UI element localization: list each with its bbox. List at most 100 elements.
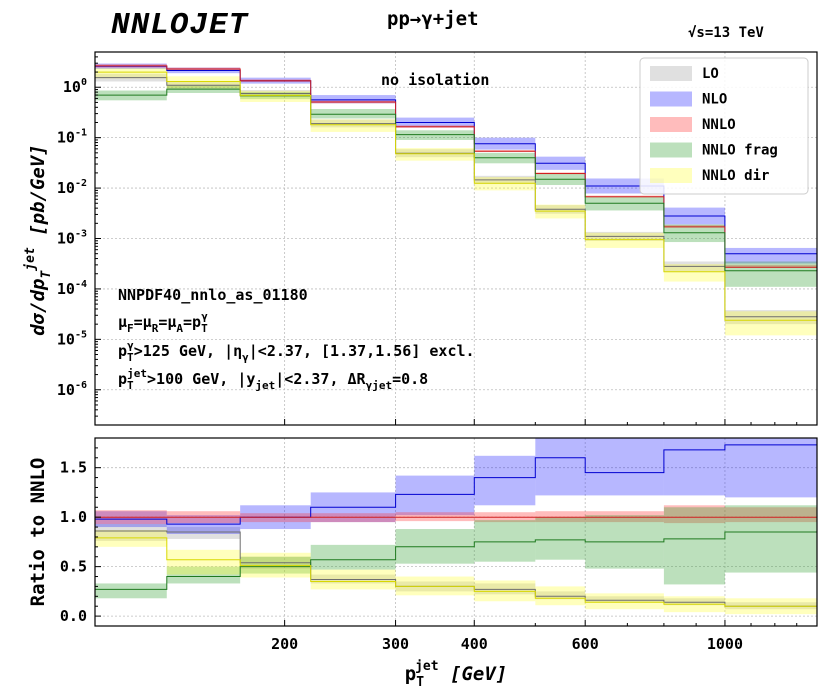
bottom-band-nnlo [663,505,725,524]
top-y-tick-label: 100 [63,77,87,96]
bottom-band-lo [663,598,725,606]
bottom-band-nnlo-frag [310,544,396,570]
bottom-band-nnlo [585,511,664,523]
bottom-band-lo [166,527,241,539]
top-y-tick-label: 10-4 [57,279,87,298]
bottom-band-lo [95,524,167,541]
legend-swatch-nnlo-frag [650,142,692,158]
bottom-band-lo [535,591,586,600]
bottom-y-axis-label: Ratio to NNLO [27,458,49,607]
top-y-tick-label: 10-6 [57,380,87,399]
top-band-nlo [310,95,396,104]
top-band-nnlo-dir [395,148,475,161]
legend-label-nnlo-dir: NNLO dir [702,168,769,184]
legend-label-nlo: NLO [702,92,727,108]
top-band-nlo [724,247,817,264]
x-tick-label: 200 [271,635,298,653]
legend-box [639,57,809,195]
bottom-panel-lines [95,444,817,607]
top-band-nnlo-dir [166,76,241,89]
bottom-band-nnlo-frag [535,517,586,560]
annotation-no-isolation: no isolation [381,71,489,89]
top-line-nnlo-dir [95,71,817,321]
bottom-band-lo [474,583,536,595]
bottom-band-nlo [395,475,475,516]
bottom-band-nnlo-frag [95,583,167,599]
top-panel: 100 10-1 10-2 10-3 10-4 10-5 10-6 no isolation… [57,51,818,426]
figure-header: NNLOJET pp→γ+jet √s=13 TeV [111,8,764,43]
axis-labels: dσ/dpTjet [pb/GeV] Ratio to NNLO pTjet [Ge… [23,144,507,690]
bottom-y-tick-label: 1.0 [60,508,87,526]
bottom-band-nnlo-dir [585,593,664,610]
top-band-nnlo [663,225,725,228]
bottom-panel-frame [94,437,818,627]
legend-label-nnlo: NNLO [702,117,736,133]
bottom-band-nnlo-dir [474,580,536,602]
bottom-line-nlo [95,444,817,525]
top-y-tick-label: 10-1 [57,128,87,147]
x-tick-label: 300 [382,635,409,653]
legend-label-nnlo-frag: NNLO frag [702,143,778,159]
top-band-nnlo-dir [310,119,396,132]
x-axis-ticks: 200 300 400 600 1000 [94,419,818,653]
bottom-line-nnlo-dir [95,537,817,607]
annotation-block: NNPDF40_nnlo_as_01180 μF=μR=μA=pTγ pTγ>125… [118,286,475,392]
bottom-panel-bands [95,438,817,615]
top-band-nnlo-dir [474,177,536,191]
legend-label-lo: LO [702,66,719,82]
bottom-band-nnlo-frag [166,566,241,584]
bottom-band-nlo [663,438,725,496]
bottom-band-nnlo-frag [474,520,536,562]
bottom-panel: 0.0 0.5 1.0 1.5 200 300 400 600 1000 [60,419,818,653]
top-band-nnlo [724,264,817,268]
legend-swatch-nlo [650,91,692,107]
legend-swatch-lo [650,66,692,81]
bottom-band-nlo [535,438,586,496]
brand-title: NNLOJET [111,8,250,43]
bottom-y-tick-label: 0.0 [60,607,87,625]
annotation-line-1: NNPDF40_nnlo_as_01180 [118,286,308,304]
top-band-nnlo-dir [724,311,817,336]
bottom-band-nnlo-dir [95,530,167,547]
top-band-nnlo-dir [663,264,725,282]
bottom-band-nnlo [535,511,586,523]
x-tick-label: 600 [572,635,599,653]
bottom-band-nlo [724,438,817,498]
top-band-nnlo-frag [395,130,475,140]
top-band-nnlo-dir [95,68,167,79]
x-axis-label: pTjet [GeV] [405,659,507,690]
legend-swatch-nnlo-dir [650,168,692,183]
bottom-band-nnlo-frag [663,507,725,585]
bottom-band-nlo [474,455,536,506]
top-panel-lines [95,65,817,321]
top-y-tick-label: 10-5 [57,329,87,348]
x-tick-label: 1000 [707,635,743,653]
bottom-line-nnlo-frag [95,531,817,590]
bottom-y-tick-label: 1.5 [60,459,87,477]
top-y-tick-label: 10-2 [57,178,87,197]
top-panel-y-ticks: 100 10-1 10-2 10-3 10-4 10-5 10-6 [57,51,101,426]
bottom-band-nnlo [724,507,817,523]
top-band-nnlo-dir [240,90,311,102]
top-panel-grid [95,52,817,425]
annotation-line-3: pTγ>125 GeV, |ηγ|<2.37, [1.37,1.56] excl… [118,339,475,364]
bottom-y-tick-label: 0.5 [60,558,87,576]
bottom-band-nlo [585,438,664,496]
bottom-band-nnlo-frag [724,505,817,573]
top-y-tick-label: 10-3 [57,229,87,248]
bottom-panel-y-ticks: 0.0 0.5 1.0 1.5 [60,447,101,625]
legend: LO NLO NNLO NNLO frag NNLO dir [639,57,809,195]
top-band-nnlo-dir [585,232,664,248]
bottom-band-lo [585,596,664,603]
top-band-nnlo-frag [310,109,396,119]
top-y-axis-label: dσ/dpTjet [pb/GeV] [23,144,54,335]
annotation-line-2: μF=μR=μA=pTγ [118,310,208,335]
bottom-band-nnlo [395,512,475,522]
x-tick-label: 400 [461,635,488,653]
annotation-line-4: pTjet>100 GeV, |yjet|<2.37, ΔRγjet=0.8 [118,367,428,392]
legend-swatch-nnlo [650,117,692,132]
top-band-nnlo-frag [724,261,817,287]
bottom-band-nnlo-dir [166,549,241,575]
process-label: pp→γ+jet [387,8,479,30]
